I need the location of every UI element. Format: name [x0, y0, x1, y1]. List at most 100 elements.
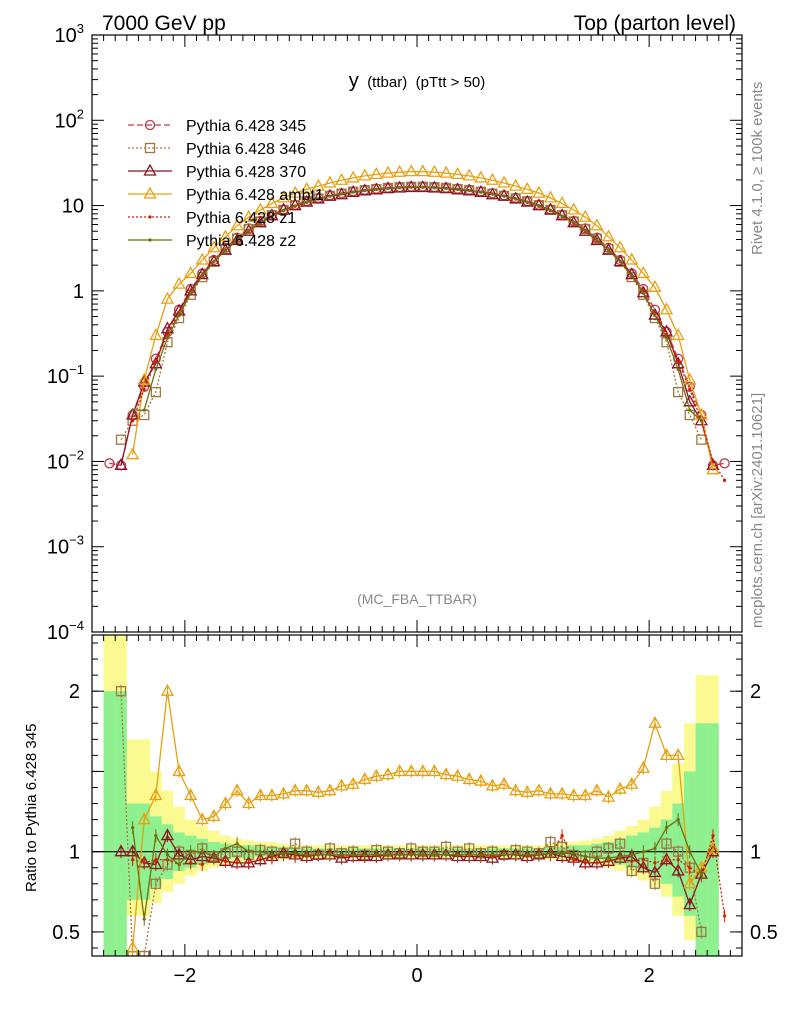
ratio-point — [583, 854, 587, 859]
main-point — [694, 413, 708, 426]
ratio-band-green — [103, 691, 116, 956]
ratio-point — [150, 878, 161, 889]
ratio-point — [300, 783, 314, 796]
ratio-point — [683, 876, 697, 889]
main-point — [688, 387, 692, 391]
ratio-point — [497, 776, 511, 789]
main-point — [451, 167, 465, 180]
ratio-ytick-label-left: 0.5 — [52, 922, 80, 944]
main-point — [606, 248, 611, 252]
main-point — [131, 419, 135, 423]
main-point — [525, 200, 529, 204]
ratio-point — [625, 776, 639, 789]
ratio-point — [195, 812, 209, 825]
ratio-xtick-label: 0 — [411, 965, 422, 987]
main-series-z2 — [131, 185, 703, 423]
ratio-point — [386, 853, 390, 857]
ratio-point — [409, 853, 413, 857]
main-point — [548, 208, 553, 212]
ratio-point — [548, 851, 553, 855]
main-point — [653, 313, 657, 317]
ratio-point — [543, 786, 558, 799]
main-frame-bg — [92, 35, 742, 632]
ratio-point — [490, 853, 495, 857]
main-point — [104, 458, 115, 469]
ratio-point — [641, 850, 645, 854]
main-point — [490, 192, 495, 196]
main-point — [462, 168, 476, 181]
ratio-point — [242, 796, 256, 809]
main-point — [497, 175, 511, 188]
main-point — [485, 172, 500, 185]
ratio-point — [374, 853, 378, 857]
main-ytick-label: 10−1 — [47, 362, 84, 388]
ratio-band-green — [115, 691, 127, 956]
main-title-sub: (ttbar) — [367, 74, 407, 91]
ratio-point — [502, 853, 506, 857]
ratio-point — [537, 853, 541, 857]
main-point — [613, 240, 627, 253]
ratio-point — [247, 850, 251, 854]
main-point — [184, 266, 198, 279]
ratio-series-layer — [114, 683, 727, 956]
ratio-point — [653, 861, 657, 865]
main-point — [467, 188, 471, 193]
main-line-ambt1 — [131, 170, 714, 470]
main-point — [311, 178, 325, 191]
ratio-panel — [92, 635, 742, 956]
ratio-point — [235, 842, 239, 846]
ratio-point — [184, 788, 198, 801]
main-point — [567, 202, 581, 215]
ratio-point — [270, 853, 274, 857]
main-point — [659, 324, 674, 337]
ratio-point — [247, 861, 251, 865]
main-line-z2 — [132, 186, 702, 422]
main-ytick-label: 10 — [62, 196, 84, 218]
ratio-point — [664, 826, 669, 830]
main-point — [416, 164, 430, 177]
ratio-band-green — [695, 723, 708, 956]
ratio-ytick-label-left: 2 — [69, 681, 80, 703]
legend-marker — [148, 215, 152, 219]
ratio-point — [630, 859, 634, 863]
ratio-point — [160, 828, 175, 841]
main-point — [195, 252, 209, 265]
main-point — [502, 194, 506, 198]
ratio-ytick-label-right: 2 — [750, 681, 761, 703]
ratio-point — [606, 856, 611, 860]
main-point — [711, 459, 715, 464]
legend-marker — [143, 163, 157, 176]
ratio-point — [253, 788, 267, 801]
ratio-point — [276, 786, 291, 799]
ratio-point — [212, 854, 216, 859]
main-point — [207, 240, 221, 253]
main-point — [265, 196, 279, 209]
ratio-xtick-label: −2 — [173, 965, 196, 987]
main-point — [223, 248, 228, 252]
ratio-point — [614, 838, 626, 849]
ratio-point — [230, 783, 244, 796]
ratio-point — [560, 851, 564, 855]
ratio-point — [479, 853, 483, 857]
main-point — [177, 313, 181, 317]
ratio-point — [200, 850, 204, 854]
ratio-point — [115, 686, 127, 697]
main-point — [676, 359, 680, 363]
main-point — [444, 186, 448, 190]
ratio-series-ambt1 — [126, 683, 720, 955]
ratio-point — [323, 783, 337, 796]
ratio-point — [525, 853, 529, 857]
main-point — [386, 186, 390, 190]
ratio-point — [578, 788, 592, 801]
ratio-point — [189, 861, 193, 865]
ratio-point — [421, 853, 425, 857]
main-point — [300, 181, 314, 194]
ratio-point — [200, 862, 204, 867]
legend-label: Pythia 6.428 ambt1 — [186, 187, 324, 204]
main-panel — [92, 35, 742, 632]
ratio-point — [172, 764, 186, 777]
main-ytick-label: 102 — [55, 106, 84, 132]
main-point — [218, 229, 233, 242]
main-point — [432, 186, 437, 190]
